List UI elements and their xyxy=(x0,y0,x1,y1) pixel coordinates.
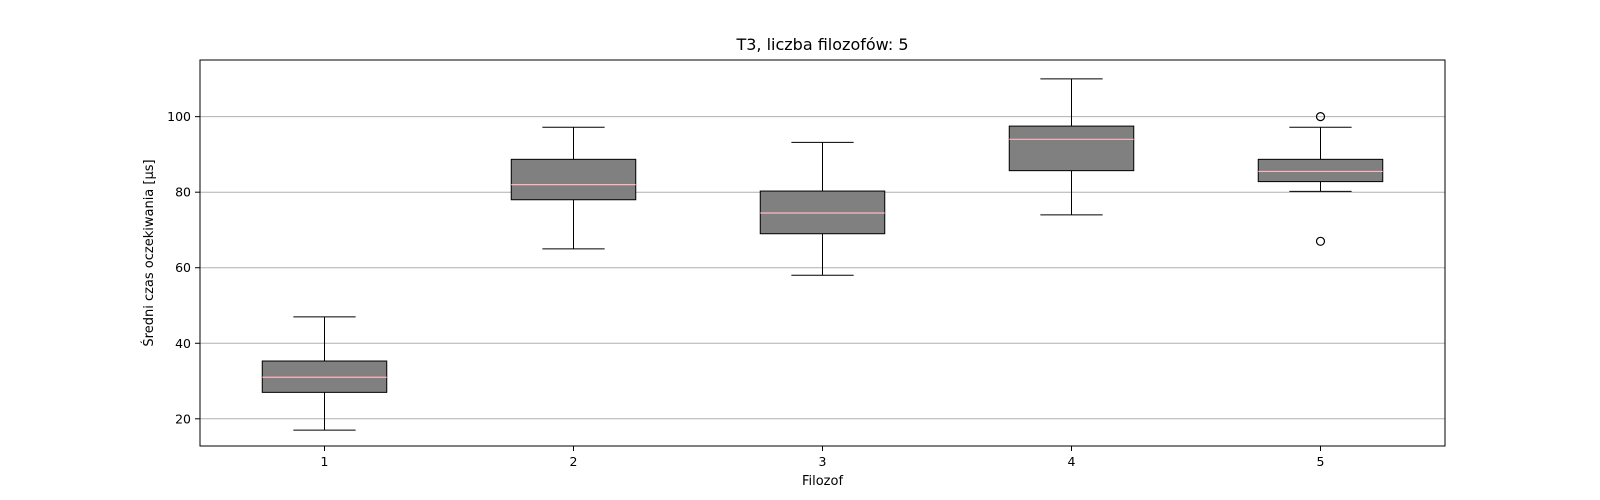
x-tick-label: 1 xyxy=(321,454,329,469)
boxes xyxy=(261,78,1384,431)
box-group-2 xyxy=(510,126,637,250)
box-iqr xyxy=(1008,125,1135,172)
y-axis-label: Średni czas oczekiwania [µs] xyxy=(141,159,157,346)
y-tick-label: 20 xyxy=(175,411,191,426)
y-tick-label: 40 xyxy=(175,336,191,351)
chart-title: T3, liczba filozofów: 5 xyxy=(735,35,908,54)
box-group-3 xyxy=(759,141,886,276)
box-iqr xyxy=(510,158,637,201)
x-axis-label: Filozof xyxy=(802,474,843,489)
tick-labels: 20 40 60 80 100 1 2 3 4 5 xyxy=(167,109,1324,469)
outlier-point xyxy=(1315,236,1326,246)
box-group-4 xyxy=(1008,78,1135,216)
outlier-point xyxy=(1315,112,1326,122)
x-tick-label: 5 xyxy=(1317,454,1325,469)
box-iqr xyxy=(1257,158,1384,183)
box-group-1 xyxy=(261,316,388,431)
x-tick-label: 4 xyxy=(1068,454,1076,469)
x-tick-label: 3 xyxy=(819,454,827,469)
box-group-5 xyxy=(1257,112,1384,246)
y-tick-label: 100 xyxy=(167,109,191,124)
tick-marks xyxy=(195,116,1321,451)
y-tick-label: 80 xyxy=(175,185,191,200)
x-tick-label: 2 xyxy=(570,454,578,469)
y-tick-label: 60 xyxy=(175,260,191,275)
